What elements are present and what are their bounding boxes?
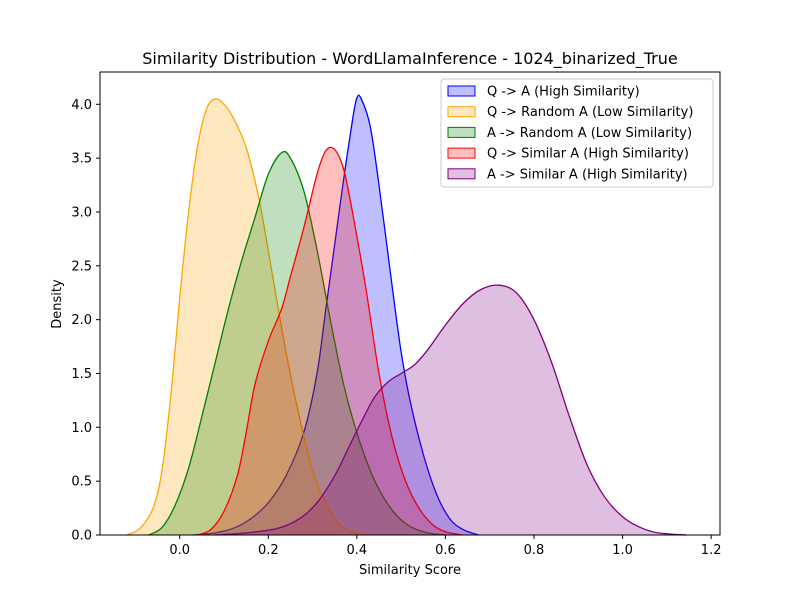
axes-layer: 0.0 0.2 0.4 0.6 0.8 1.0 1.2 0.0 0.5 1.0 1.5 2.0 2.5 3…: [71, 71, 722, 558]
plot-frame: [99, 71, 721, 536]
x-tick-label: 0.0: [169, 543, 190, 558]
chart-title: Similarity Distribution - WordLlamaInfer…: [142, 49, 678, 69]
series-line-4: [197, 146, 464, 536]
series-area-5: [215, 285, 687, 535]
y-tick-label: 1.5: [71, 367, 92, 382]
series-line-2: [126, 98, 366, 536]
legend-swatch-1: [447, 85, 476, 97]
series-layer: [126, 94, 687, 536]
y-tick-label: 4.0: [71, 98, 92, 113]
legend-swatch-4: [447, 147, 476, 159]
y-axis-label: Density: [50, 279, 65, 329]
series-area-4: [197, 147, 464, 535]
x-tick-label: 0.4: [347, 543, 368, 558]
y-tick-label: 2.0: [71, 313, 92, 328]
x-tick-label: 0.6: [435, 543, 456, 558]
legend-label-5: A -> Similar A (High Similarity): [487, 167, 688, 182]
series-line-1: [192, 94, 479, 536]
y-tick-label: 0.5: [71, 475, 92, 490]
x-tick-label: 0.2: [258, 543, 279, 558]
legend-swatch-5: [447, 168, 476, 180]
series-line-5: [215, 284, 687, 536]
legend-swatch-2: [447, 106, 476, 118]
x-tick-label: 1.0: [612, 543, 633, 558]
x-tick-label: 1.2: [701, 543, 722, 558]
y-tick-label: 2.5: [71, 259, 92, 274]
y-tick-label: 1.0: [71, 421, 92, 436]
legend-frame: [440, 78, 714, 188]
x-axis-label: Similarity Score: [359, 563, 461, 578]
x-tick-label: 0.8: [524, 543, 545, 558]
legend-label-3: A -> Random A (Low Similarity): [487, 126, 692, 141]
series-line-3: [148, 150, 446, 536]
legend: Q -> A (High Similarity) Q -> Random A (L…: [440, 78, 714, 188]
legend-label-1: Q -> A (High Similarity): [487, 85, 640, 100]
series-area-2: [126, 98, 366, 536]
legend-label-2: Q -> Random A (Low Similarity): [487, 105, 693, 120]
series-area-3: [148, 151, 446, 535]
legend-label-4: Q -> Similar A (High Similarity): [487, 147, 689, 162]
y-tick-label: 3.5: [71, 152, 92, 167]
y-tick-label: 3.0: [71, 205, 92, 220]
y-tick-label: 0.0: [71, 529, 92, 544]
series-area-1: [193, 95, 479, 535]
legend-swatch-3: [447, 126, 476, 138]
